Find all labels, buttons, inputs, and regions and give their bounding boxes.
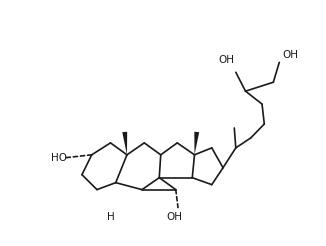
Text: OH: OH (218, 55, 234, 65)
Text: H: H (107, 213, 114, 222)
Text: OH: OH (166, 213, 182, 222)
Polygon shape (194, 132, 199, 155)
Text: OH: OH (282, 50, 298, 60)
Text: HO: HO (51, 153, 67, 163)
Polygon shape (122, 132, 127, 155)
